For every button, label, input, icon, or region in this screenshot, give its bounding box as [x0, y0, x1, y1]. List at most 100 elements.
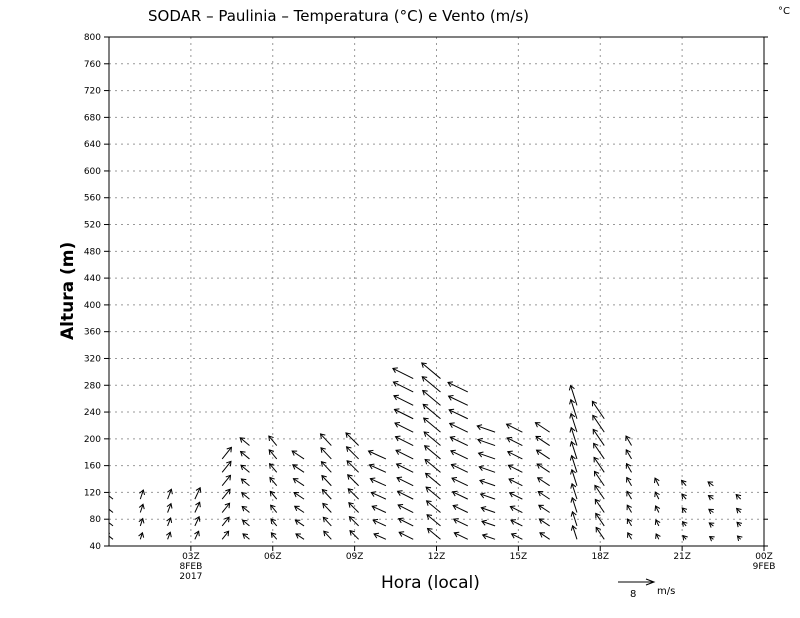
wind-vector: [240, 478, 250, 487]
wind-vector: [138, 503, 145, 513]
wind-vector: [393, 408, 414, 420]
wind-vector: [421, 376, 441, 393]
wind-vector: [535, 435, 550, 446]
wind-vector: [239, 437, 250, 446]
x-tick-label: 12Z: [428, 552, 446, 562]
wind-vector: [397, 517, 414, 527]
y-tick-label: 720: [84, 87, 101, 97]
wind-vector: [423, 445, 441, 460]
wind-vector: [221, 516, 230, 527]
wind-vector: [367, 449, 387, 460]
wind-vector: [509, 505, 523, 513]
wind-vector: [536, 463, 550, 473]
x-tick-label: 09Z: [346, 552, 364, 562]
wind-vector: [270, 518, 278, 527]
wind-vector: [449, 436, 469, 446]
reference-unit: m/s: [657, 586, 675, 597]
wind-vector: [654, 491, 660, 500]
x-tick-sublabel: 8FEB: [179, 562, 202, 572]
wind-vector: [368, 463, 387, 473]
wind-vector: [398, 531, 414, 540]
wind-vector: [292, 478, 305, 487]
wind-vector: [625, 449, 632, 460]
wind-vector: [139, 489, 146, 500]
y-tick-label: 440: [84, 274, 101, 284]
x-tick-label: 00Z: [755, 552, 773, 562]
x-tick-sublabel: 9FEB: [753, 562, 776, 572]
wind-vector: [322, 516, 332, 527]
wind-vector: [451, 490, 469, 500]
wind-vector: [569, 454, 578, 473]
wind-vector: [593, 442, 605, 460]
reference-vector: 8 m/s: [618, 578, 675, 600]
wind-vector: [537, 490, 550, 500]
wind-vector: [347, 474, 359, 487]
grid-lines: [109, 37, 764, 546]
wind-vector: [194, 515, 201, 527]
wind-vector: [109, 495, 114, 500]
wind-vector: [371, 505, 387, 513]
wind-vector: [626, 518, 633, 527]
wind-vector: [345, 446, 359, 460]
wind-vector: [506, 450, 523, 460]
x-tick-label: 21Z: [673, 552, 691, 562]
wind-vector: [536, 477, 550, 487]
wind-vector: [538, 504, 550, 513]
wind-vector: [452, 518, 469, 527]
wind-vector: [477, 437, 496, 447]
wind-vector: [592, 428, 605, 446]
wind-vector: [655, 533, 661, 540]
wind-vector: [476, 424, 496, 433]
wind-vector: [452, 504, 469, 513]
wind-vector: [480, 506, 496, 513]
wind-vector: [394, 435, 414, 446]
wind-vector: [268, 449, 278, 460]
plot-frame: [108, 36, 765, 547]
wind-vector: [194, 501, 201, 513]
y-tick-label: 520: [84, 221, 101, 231]
wind-vector: [138, 531, 145, 540]
wind-vector: [167, 488, 173, 500]
wind-vector: [349, 530, 359, 540]
wind-vector: [346, 460, 359, 473]
wind-vector: [593, 470, 605, 487]
wind-vector: [594, 498, 605, 513]
wind-vectors: [109, 362, 743, 542]
y-tick-label: 320: [84, 354, 101, 364]
wind-vector: [479, 492, 496, 500]
wind-vector: [348, 502, 359, 513]
wind-vector: [348, 516, 359, 527]
wind-vector: [270, 532, 278, 540]
wind-vector: [321, 488, 332, 500]
x-tick-label: 15Z: [510, 552, 528, 562]
wind-vector: [625, 462, 632, 473]
wind-vector: [269, 476, 278, 487]
x-axis-label: Hora (local): [381, 573, 480, 593]
wind-vector: [539, 532, 550, 540]
y-tick-label: 160: [84, 462, 101, 472]
wind-vector: [396, 490, 414, 500]
y-tick-label: 760: [84, 60, 101, 70]
wind-vector: [626, 490, 632, 500]
unit-corner-label: °C: [778, 6, 790, 17]
wind-vector: [109, 522, 114, 527]
wind-vector: [654, 505, 661, 513]
wind-vector: [395, 462, 414, 473]
wind-vector: [594, 484, 605, 500]
chart-title: SODAR – Paulinia – Temperatura (°C) e Ve…: [148, 7, 529, 25]
wind-vector: [321, 474, 332, 487]
wind-vector: [708, 536, 715, 542]
y-axis-ticks: 40 80 120 160 200 240 280 320 360 400 440 480 520 560…: [84, 33, 768, 552]
wind-vector: [736, 535, 743, 542]
wind-vector: [239, 450, 250, 460]
wind-vector: [424, 458, 441, 473]
wind-vector: [322, 502, 332, 513]
wind-vector: [736, 521, 743, 528]
y-tick-label: 640: [84, 140, 101, 150]
wind-vector: [447, 395, 469, 406]
wind-vector: [735, 493, 742, 500]
wind-vector: [392, 381, 414, 393]
wind-vector: [448, 422, 469, 433]
